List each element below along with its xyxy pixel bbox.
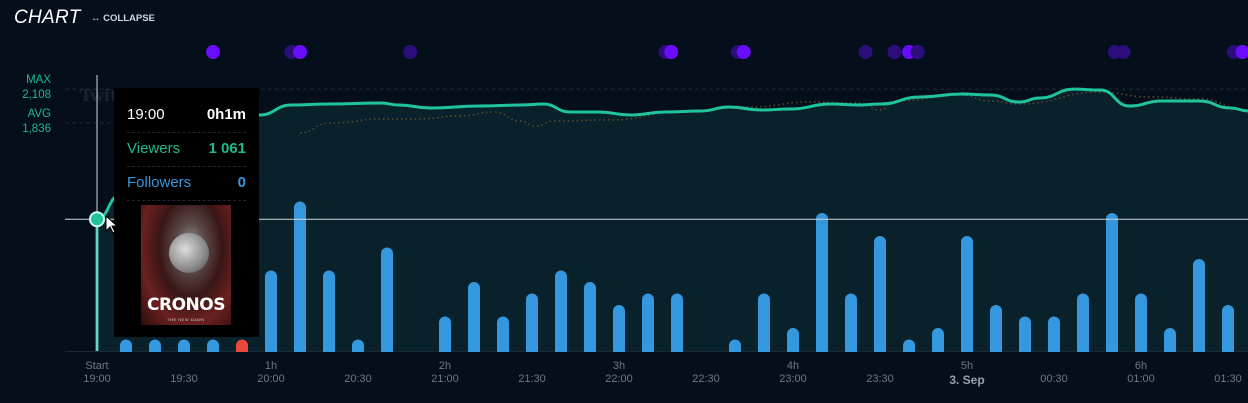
- followers-bar: [1106, 213, 1118, 357]
- game-event-dot: [858, 45, 873, 59]
- followers-bar: [1048, 316, 1060, 357]
- followers-bar: [816, 213, 828, 357]
- hover-point: [89, 211, 105, 228]
- axis-mask: [65, 352, 1248, 362]
- max-label: MAX: [26, 74, 51, 86]
- comparison-dotted-line: [299, 91, 1248, 134]
- helmet-art: [169, 233, 209, 273]
- game-subtitle: THE NEW DAWN: [167, 317, 205, 322]
- time-tick-label: 01:30: [1214, 373, 1242, 385]
- game-event-dot: [293, 45, 307, 59]
- hour-tick-label: 2h: [438, 360, 452, 372]
- game-box-art: CRONOS THE NEW DAWN: [141, 205, 231, 325]
- followers-bar: [1164, 328, 1176, 357]
- game-event-dot: [887, 45, 902, 59]
- game-event-dot: [664, 45, 679, 59]
- avg-value: 1,836: [22, 123, 51, 135]
- followers-bar: [990, 305, 1002, 357]
- game-event-dot: [910, 45, 925, 59]
- followers-bar: [555, 270, 567, 357]
- followers-bar: [932, 328, 944, 357]
- followers-bar: [381, 247, 393, 357]
- time-tick-label: 23:30: [866, 373, 894, 385]
- hour-tick-label: 5h: [960, 360, 974, 372]
- followers-bar: [1222, 305, 1234, 357]
- hour-tick-label: 1h: [264, 360, 278, 372]
- time-tick-label: 19:00: [83, 373, 111, 385]
- hour-tick-label: Start: [85, 360, 109, 372]
- tooltip-viewers-value: 1 061: [208, 140, 246, 157]
- horizontal-arrows-icon: ↔: [91, 13, 101, 24]
- time-tick-label: 22:30: [692, 373, 720, 385]
- followers-bar: [961, 236, 973, 357]
- hour-tick-label: 4h: [786, 360, 800, 372]
- followers-bar: [758, 293, 770, 357]
- time-tick-label: 23:00: [779, 373, 807, 385]
- game-title: CRONOS: [147, 295, 225, 315]
- collapse-label: COLLAPSE: [103, 13, 155, 24]
- tooltip-viewers-label: Viewers: [127, 140, 181, 157]
- followers-bar: [845, 293, 857, 357]
- followers-bar: [642, 293, 654, 357]
- followers-bar: [497, 316, 509, 357]
- followers-bar: [1019, 316, 1031, 357]
- game-event-dot: [1235, 45, 1248, 59]
- followers-bar: [1193, 259, 1205, 357]
- avg-label: AVG: [27, 108, 51, 120]
- time-tick-label: 01:00: [1127, 373, 1155, 385]
- time-tick-label: 00:30: [1040, 373, 1068, 385]
- game-event-dot: [206, 45, 220, 59]
- time-tick-label: 21:30: [518, 373, 546, 385]
- viewers-line: [95, 87, 1248, 352]
- chart-title: CHART: [14, 7, 81, 28]
- followers-bar: [439, 316, 451, 357]
- time-tick-label: 3. Sep: [949, 373, 985, 387]
- tooltip-time: 19:00: [127, 106, 165, 123]
- followers-bar: [1135, 293, 1147, 357]
- followers-bar: [323, 270, 335, 357]
- followers-bar: [294, 201, 306, 357]
- followers-bar: [265, 270, 277, 357]
- time-tick-label: 22:00: [605, 373, 633, 385]
- game-event-dot: [736, 45, 751, 59]
- time-tick-label: 19:30: [170, 373, 198, 385]
- followers-bar: [468, 282, 480, 357]
- game-event-dot: [403, 45, 418, 59]
- mouse-cursor-icon: [105, 215, 119, 234]
- followers-bar: [1077, 293, 1089, 357]
- hour-tick-label: 6h: [1134, 360, 1148, 372]
- tooltip-followers-label: Followers: [127, 174, 192, 191]
- time-tick-label: 20:00: [257, 373, 285, 385]
- followers-bar: [787, 328, 799, 357]
- followers-bar: [671, 293, 683, 357]
- hour-tick-label: 3h: [612, 360, 626, 372]
- game-event-dot: [1116, 45, 1131, 59]
- tooltip-duration: 0h1m: [206, 106, 246, 123]
- max-value: 2,108: [22, 89, 51, 101]
- collapse-button[interactable]: ↔ COLLAPSE: [91, 13, 155, 24]
- time-tick-label: 20:30: [344, 373, 372, 385]
- time-tick-label: 21:00: [431, 373, 459, 385]
- hover-tooltip: 19:00 0h1m Viewers 1 061 Followers 0 CRO…: [114, 88, 259, 337]
- followers-bar: [874, 236, 886, 357]
- followers-bar: [584, 282, 596, 357]
- tooltip-followers-value: 0: [237, 174, 246, 191]
- followers-bar: [613, 305, 625, 357]
- followers-bar: [526, 293, 538, 357]
